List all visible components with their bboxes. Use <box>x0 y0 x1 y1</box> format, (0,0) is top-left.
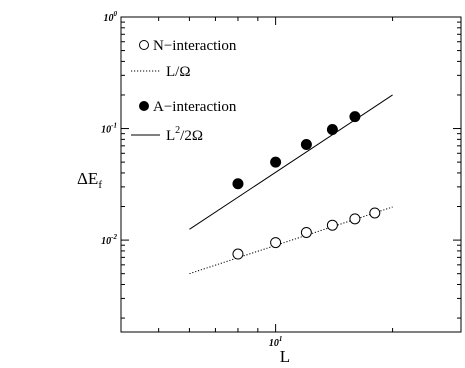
a-interaction-point <box>300 138 312 150</box>
plot-frame <box>120 16 462 333</box>
series-line-1 <box>189 206 393 275</box>
a-interaction-point <box>270 156 282 168</box>
y-tick-label-mantissa: 10 <box>104 13 114 24</box>
y-tick-label-exponent: 0 <box>114 10 118 18</box>
n-interaction-point <box>232 248 244 260</box>
legend-label-l-over-omega: L/Ω <box>166 64 190 80</box>
a-interaction-point <box>349 111 361 123</box>
x-tick-label-mantissa: 10 <box>269 338 279 349</box>
legend-label-l2-sup: 2 <box>175 125 180 136</box>
y-tick-label: 100 <box>104 10 118 24</box>
legend-label-l2-base: L <box>166 128 175 144</box>
legend-marker-a-interaction <box>139 101 149 111</box>
y-axis-label-main: ΔE <box>77 169 98 188</box>
n-interaction-point <box>369 207 381 219</box>
legend-label-n-interaction: N−interaction <box>153 38 237 54</box>
a-interaction-point <box>232 178 244 190</box>
legend-label-a-interaction: A−interaction <box>153 99 237 115</box>
y-tick-label: 10-1 <box>101 122 117 136</box>
y-tick-label-mantissa: 10 <box>101 236 111 247</box>
n-interaction-point <box>270 237 282 249</box>
n-interaction-point <box>349 213 361 225</box>
y-axis-label-subscript: f <box>98 179 102 191</box>
series-line-3 <box>189 94 393 230</box>
y-tick-label-exponent: -2 <box>111 233 117 241</box>
y-tick-label-exponent: -1 <box>111 122 117 130</box>
x-axis-label: L <box>280 347 290 366</box>
legend-label-l2-tail: /2Ω <box>180 128 203 144</box>
x-tick-label: 101 <box>269 335 283 349</box>
y-tick-label: 10-2 <box>101 233 117 247</box>
n-interaction-point <box>300 226 312 238</box>
y-axis-label: ΔEf <box>77 169 102 191</box>
y-tick-label-mantissa: 10 <box>101 125 111 136</box>
series-layer <box>189 94 393 275</box>
legend-label-l2-over-2omega: L2/2Ω <box>166 125 203 144</box>
a-interaction-point <box>326 124 338 136</box>
n-interaction-point <box>326 219 338 231</box>
legend-marker-n-interaction <box>139 40 149 50</box>
x-tick-label-exponent: 1 <box>279 335 283 343</box>
legend: N−interaction L/Ω A−interaction L2/2Ω <box>131 38 237 144</box>
